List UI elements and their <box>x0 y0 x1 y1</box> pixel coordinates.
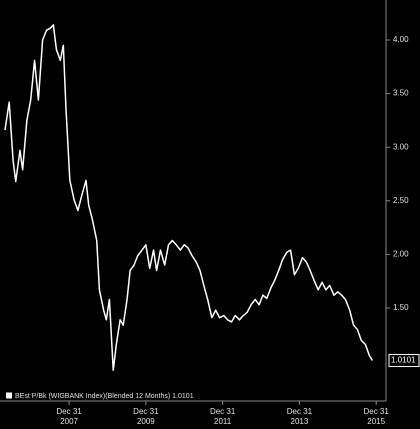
y-tick-label: 3.00 <box>393 142 409 151</box>
x-tick-label: Dec 31 2015 <box>363 407 389 426</box>
last-value-label: 1.0101 <box>391 356 416 365</box>
x-tick-label: Dec 31 2013 <box>287 407 313 426</box>
y-tick-label: 4.00 <box>393 35 409 44</box>
series-line <box>4 24 373 371</box>
last-value-tag: 1.0101 <box>388 354 420 368</box>
y-tick-label: 2.00 <box>393 250 409 259</box>
x-tick-label: Dec 31 2009 <box>133 407 159 426</box>
x-tick-label: Dec 31 2007 <box>56 407 82 426</box>
legend-label: BEst P/Bk (WIGBANK Index)(Blended 12 Mon… <box>15 393 194 400</box>
y-tick-label: 1.50 <box>393 303 409 312</box>
x-tick-label: Dec 31 2011 <box>210 407 236 426</box>
y-tick-label: 3.50 <box>393 89 409 98</box>
legend-swatch <box>6 392 12 399</box>
last-value-box <box>388 354 420 368</box>
y-tick-label: 2.50 <box>393 196 409 205</box>
